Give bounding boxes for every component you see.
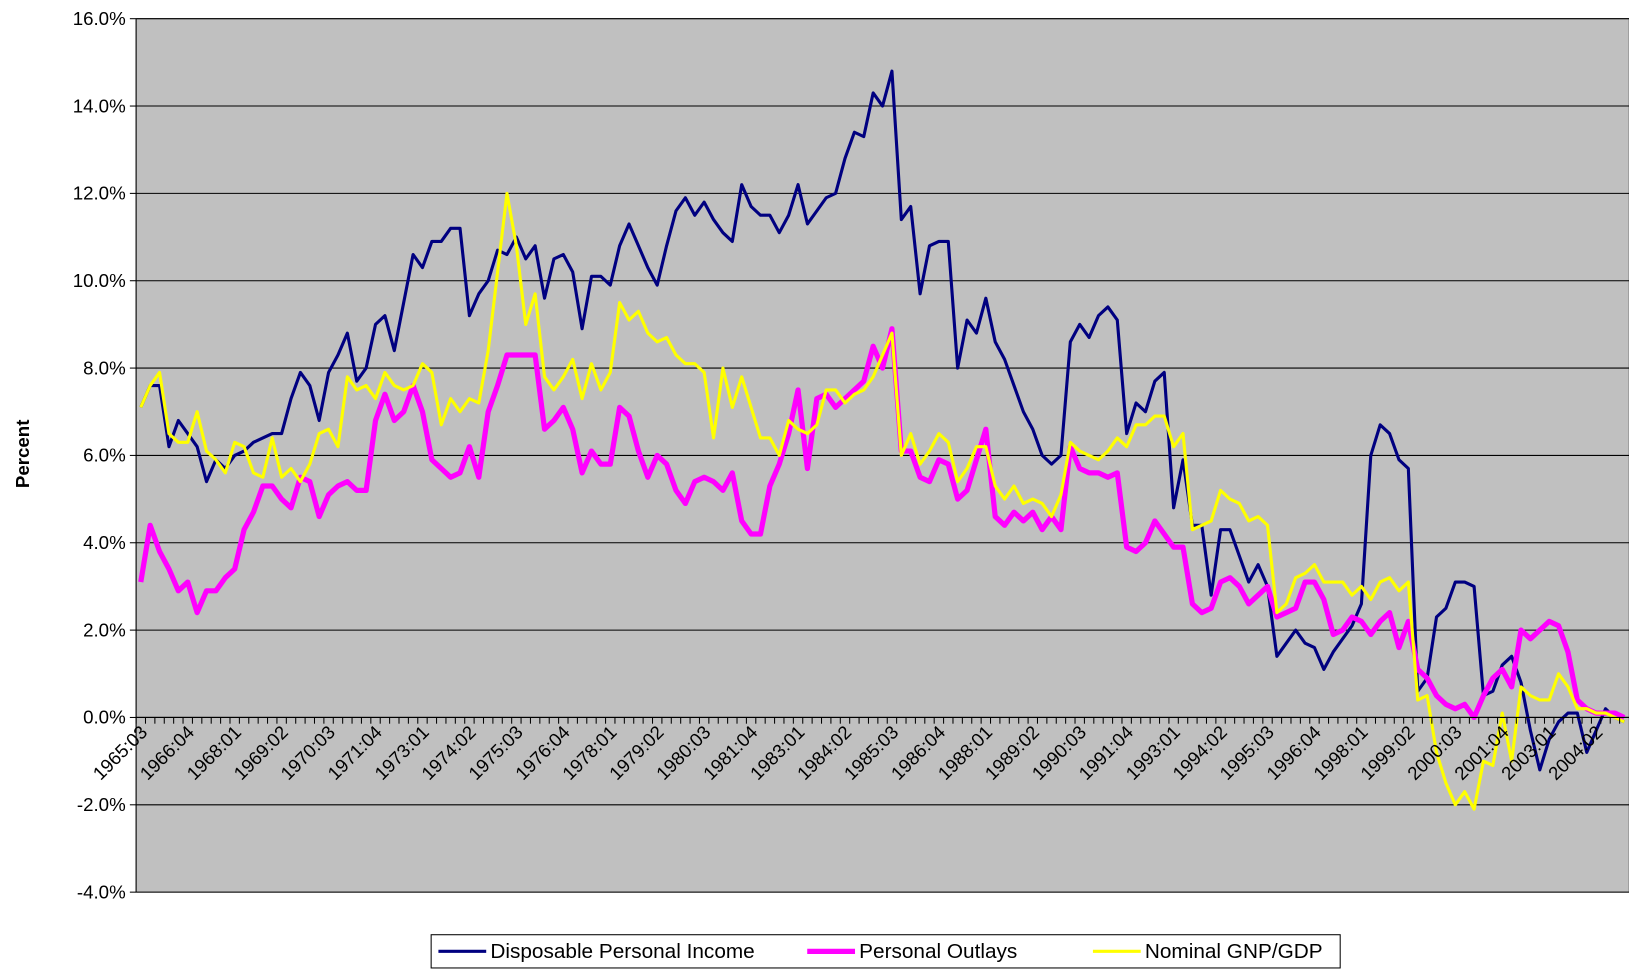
y-tick-label: 14.0% [73, 95, 126, 116]
y-tick-label: 2.0% [83, 619, 126, 640]
legend-label: Disposable Personal Income [490, 940, 754, 963]
series-line [139, 191, 1625, 811]
y-tick-label: -2.0% [77, 794, 126, 815]
y-tick-label: -4.0% [77, 881, 126, 902]
y-axis-title: Percent [12, 420, 33, 489]
legend-label: Nominal GNP/GDP [1145, 940, 1323, 963]
legend-box [430, 934, 1341, 969]
y-tick-label: 10.0% [73, 270, 126, 291]
series-line [138, 326, 1626, 721]
y-tick-label: 6.0% [83, 445, 126, 466]
series-line [139, 69, 1625, 772]
y-tick-label: 16.0% [73, 8, 126, 29]
y-tick-label: 0.0% [83, 707, 126, 728]
y-tick-label: 8.0% [83, 357, 126, 378]
y-tick-label: 12.0% [73, 183, 126, 204]
y-tick-label: 4.0% [83, 532, 126, 553]
legend-label: Personal Outlays [859, 940, 1017, 963]
